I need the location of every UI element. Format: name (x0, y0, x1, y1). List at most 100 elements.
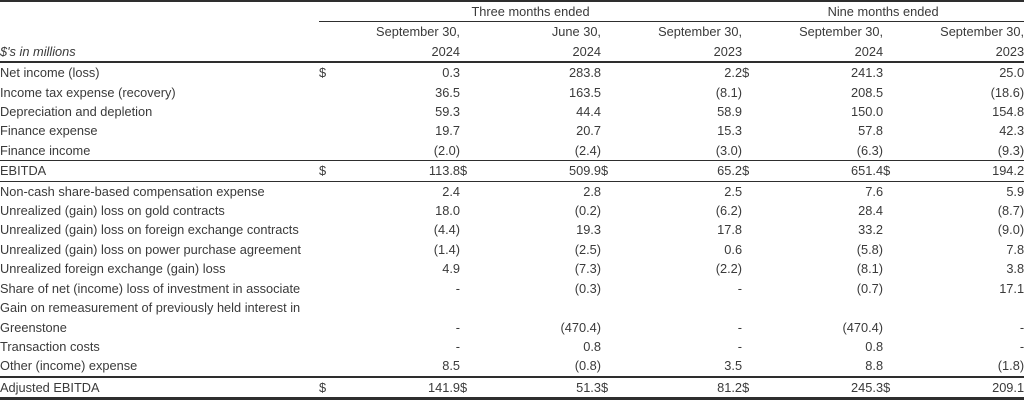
value-cell: 5.9 (1006, 183, 1024, 199)
dollar-sign-cell (601, 240, 641, 259)
value-cell: (1.4) (433, 241, 460, 257)
dollar-sign-cell: $ (460, 375, 500, 401)
table-row: Non-cash share-based compensation expens… (0, 181, 1024, 201)
value-cell: 28.4 (858, 203, 884, 219)
dollar-sign-cell (883, 181, 923, 201)
table-row: Unrealized (gain) loss on gold contracts… (0, 201, 1024, 220)
value-cell: 57.8 (858, 123, 884, 139)
value-cell: 42.3 (999, 123, 1024, 139)
dollar-sign-cell (742, 83, 782, 102)
dollar-sign-cell (742, 220, 782, 239)
value-cell: 58.9 (717, 104, 743, 120)
value-cell: (470.4) (842, 319, 884, 335)
value-cell: 509.9 (500, 160, 601, 182)
dollar-sign-cell: $ (319, 160, 359, 182)
value-cell: (0.8) (574, 358, 601, 374)
year-header-row: $'s in millions 2024 2024 2023 2024 2023 (0, 41, 1024, 64)
value-cell: 18.0 (435, 203, 460, 219)
dollar-sign-cell (460, 337, 500, 356)
column-group-nine-months: Nine months ended (742, 1, 1024, 23)
value-cell: 163.5 (568, 84, 601, 100)
dollar-sign-cell (319, 102, 359, 121)
value-cell: 113.8 (359, 160, 460, 182)
dollar-sign-cell (460, 298, 500, 317)
column-year-4: 2023 (883, 41, 1024, 64)
column-group-three-months: Three months ended (319, 1, 743, 23)
value-cell: 2.4 (442, 183, 460, 199)
dollar-sign-cell (742, 181, 782, 201)
value-cell: 154.8 (992, 104, 1024, 120)
value-cell (923, 298, 1024, 317)
dollar-sign-cell (601, 356, 641, 376)
value-cell: 51.3 (500, 375, 601, 401)
dollar-sign-cell (883, 62, 923, 82)
row-label: Non-cash share-based compensation expens… (0, 183, 265, 199)
row-label: EBITDA (0, 160, 319, 182)
dollar-sign-cell (601, 121, 641, 140)
value-cell: (18.6) (990, 84, 1024, 100)
dollar-sign-cell (601, 318, 641, 337)
dollar-sign-cell (742, 337, 782, 356)
dollar-sign-cell (742, 240, 782, 259)
value-cell: (7.3) (574, 261, 601, 277)
value-cell: 8.8 (865, 358, 884, 374)
column-date-1: June 30, (551, 24, 601, 40)
dollar-sign-cell (601, 83, 641, 102)
row-label: Unrealized (gain) loss on foreign exchan… (0, 222, 299, 238)
dollar-sign-cell: $ (319, 375, 359, 401)
dollar-sign-cell (883, 279, 923, 298)
value-cell: 8.5 (442, 358, 460, 374)
dollar-sign-cell (319, 318, 359, 337)
value-cell: 2.5 (724, 183, 743, 199)
dollar-sign-cell (883, 337, 923, 356)
dollar-sign-cell (883, 240, 923, 259)
dollar-sign-cell (883, 102, 923, 121)
value-cell: 44.4 (576, 104, 601, 120)
row-label: Depreciation and depletion (0, 104, 153, 120)
dollar-sign-cell (742, 298, 782, 317)
dollar-sign-cell (601, 279, 641, 298)
dollar-sign-cell: $ (742, 65, 750, 81)
row-label: Income tax expense (recovery) (0, 84, 176, 100)
table-row: Share of net (income) loss of investment… (0, 279, 1024, 298)
units-label: $'s in millions (0, 41, 319, 64)
dollar-sign-cell (460, 141, 500, 161)
dollar-sign-cell (319, 201, 359, 220)
dollar-sign-cell (883, 356, 923, 376)
dollar-sign-cell (460, 240, 500, 259)
dollar-sign-cell (601, 102, 641, 121)
column-date-3: September 30, (799, 24, 884, 40)
value-cell: - (737, 338, 743, 354)
value-cell: - (737, 280, 743, 296)
value-cell: (6.3) (856, 142, 884, 158)
value-cell: (0.2) (574, 203, 601, 219)
row-label: Other (income) expense (0, 358, 138, 374)
dollar-sign-cell (742, 102, 782, 121)
value-cell: (8.1) (856, 261, 884, 277)
value-cell: 15.3 (717, 123, 743, 139)
value-cell: 19.3 (576, 222, 601, 238)
table-row: Adjusted EBITDA $141.9 $51.3 $81.2 $245.3 $20… (0, 375, 1024, 401)
value-cell: 245.3 (782, 375, 884, 401)
value-cell: - (455, 319, 460, 335)
value-cell: - (1019, 338, 1024, 354)
dollar-sign-cell (742, 259, 782, 278)
value-cell: 0.8 (865, 338, 884, 354)
value-cell: (9.3) (997, 142, 1024, 158)
column-date-0: September 30, (376, 24, 460, 40)
value-cell: (8.1) (715, 84, 743, 100)
dollar-sign-cell (742, 356, 782, 376)
column-year-0: 2024 (319, 41, 460, 64)
value-cell: (6.2) (715, 203, 743, 219)
dollar-sign-cell (460, 318, 500, 337)
dollar-sign-cell: $ (883, 160, 924, 182)
dollar-sign-cell (883, 259, 923, 278)
value-cell: 150.0 (851, 104, 884, 120)
row-label: Gain on remeasurement of previously held… (0, 300, 301, 316)
dollar-sign-cell (319, 141, 359, 161)
value-cell: 194.2 (923, 160, 1024, 182)
dollar-sign-cell: $ (601, 160, 641, 182)
dollar-sign-cell (883, 318, 923, 337)
dollar-sign-cell: $ (460, 160, 500, 182)
